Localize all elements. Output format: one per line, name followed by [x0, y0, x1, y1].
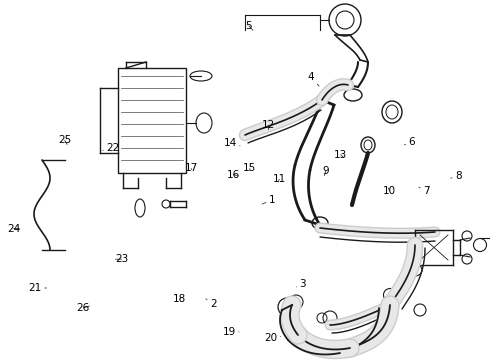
Text: 20: 20	[265, 333, 280, 343]
Text: 9: 9	[322, 166, 329, 176]
Text: 1: 1	[262, 195, 275, 205]
Text: 19: 19	[222, 327, 239, 337]
Text: 11: 11	[272, 174, 286, 184]
Text: 10: 10	[383, 186, 396, 196]
Text: 22: 22	[103, 143, 120, 153]
Text: 12: 12	[262, 120, 275, 130]
Text: 15: 15	[243, 163, 257, 174]
Bar	[118, 68, 186, 173]
Text: 25: 25	[58, 135, 72, 145]
Text: 23: 23	[115, 254, 128, 264]
Text: 26: 26	[76, 303, 90, 313]
Text: 21: 21	[28, 283, 47, 293]
Text: 14: 14	[223, 138, 240, 148]
Text: 4: 4	[308, 72, 319, 86]
Text: 24: 24	[7, 224, 21, 234]
Text: 2: 2	[206, 299, 217, 309]
Text: 18: 18	[173, 294, 187, 304]
Text: 7: 7	[419, 186, 430, 196]
Text: 17: 17	[184, 163, 198, 174]
Text: 6: 6	[404, 137, 415, 147]
Text: 16: 16	[226, 170, 240, 180]
Text: 5: 5	[245, 21, 253, 31]
Text: 13: 13	[334, 150, 347, 160]
Text: 8: 8	[451, 171, 462, 181]
Text: 3: 3	[296, 279, 306, 289]
